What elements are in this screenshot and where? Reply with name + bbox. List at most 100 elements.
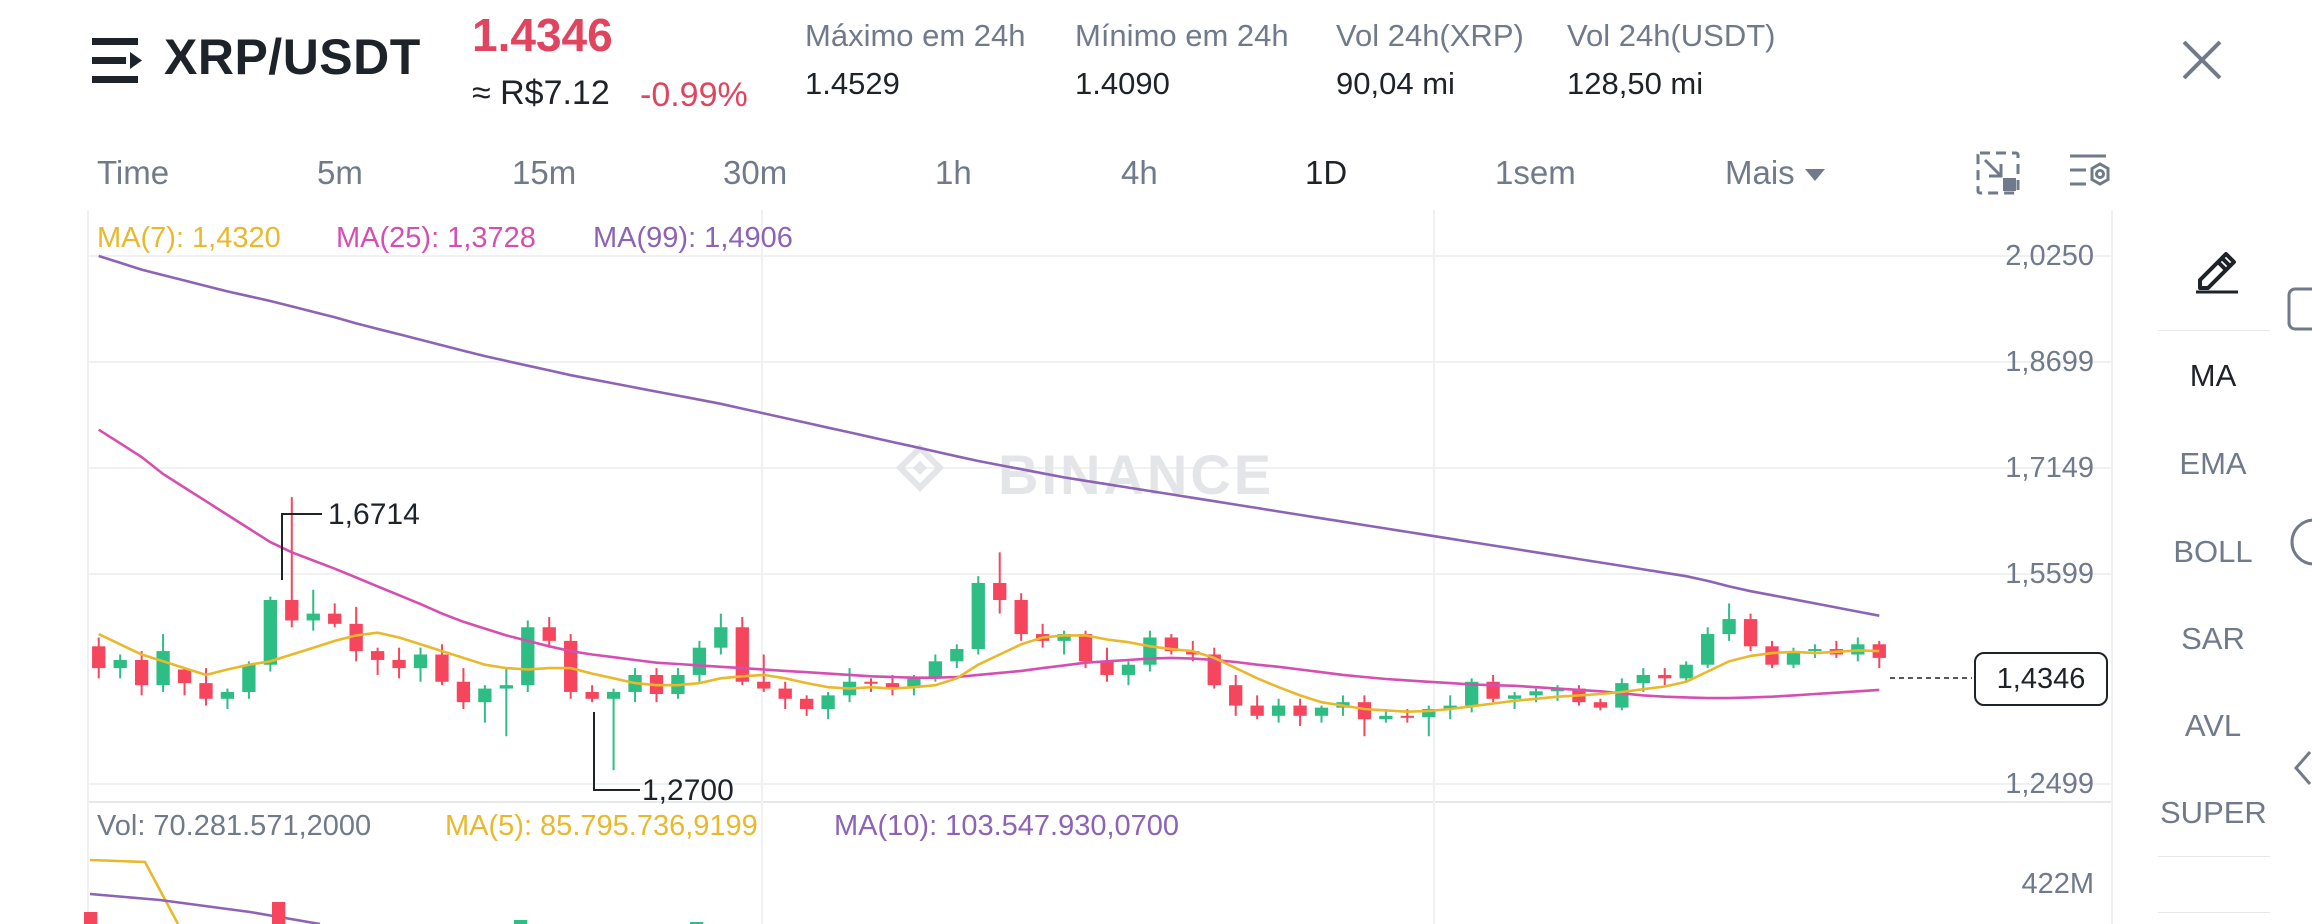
low-annotation: 1,2700 bbox=[642, 774, 734, 807]
candle-up bbox=[220, 691, 235, 699]
candle-down bbox=[1014, 600, 1028, 635]
high-annotation-line bbox=[281, 513, 322, 580]
candle-down bbox=[1100, 661, 1114, 675]
candle-down bbox=[1658, 674, 1672, 679]
candle-up bbox=[478, 688, 492, 703]
candle-down bbox=[285, 600, 299, 621]
y-axis-label: 2,0250 bbox=[2005, 240, 2094, 272]
stat-low-value: 1.4090 bbox=[1075, 66, 1170, 101]
indicator-sar[interactable]: SAR bbox=[2181, 621, 2245, 656]
indicator-super[interactable]: SUPER bbox=[2160, 795, 2267, 830]
candle-up bbox=[692, 647, 707, 675]
candle-up bbox=[1271, 705, 1286, 716]
candle-up bbox=[1550, 688, 1565, 692]
candle-up bbox=[1615, 683, 1629, 708]
candle-down bbox=[134, 659, 149, 686]
candle-up bbox=[1636, 674, 1650, 684]
circle-icon[interactable] bbox=[2286, 516, 2312, 568]
candle-down bbox=[1078, 634, 1093, 662]
candle-up bbox=[1057, 634, 1071, 641]
fullscreen-exit-icon[interactable] bbox=[1975, 150, 2021, 196]
chart-settings-icon[interactable] bbox=[2068, 150, 2114, 196]
y-axis-label: 1,7149 bbox=[2005, 452, 2094, 484]
candle-down bbox=[542, 627, 556, 641]
low-annotation-line bbox=[593, 712, 640, 791]
candle-down bbox=[1250, 705, 1264, 716]
volume-bar bbox=[84, 912, 98, 924]
ma7-line bbox=[98, 631, 1880, 714]
timeframe-1h[interactable]: 1h bbox=[935, 154, 972, 191]
candle-up bbox=[606, 691, 621, 699]
indicator-ma[interactable]: MA bbox=[2189, 358, 2237, 393]
stat-high-value: 1.4529 bbox=[805, 66, 900, 101]
candle-down bbox=[993, 582, 1007, 601]
stat-vol-base-value: 90,04 mi bbox=[1336, 66, 1455, 101]
indicator-avl[interactable]: AVL bbox=[2184, 708, 2242, 743]
indicator-divider bbox=[2158, 912, 2270, 913]
candle-up bbox=[1701, 634, 1715, 665]
timeframe-time[interactable]: Time bbox=[97, 154, 170, 191]
last-price-tag: 1,4346 bbox=[1974, 652, 2108, 706]
candle-up bbox=[1443, 705, 1457, 709]
ma25-legend: MA(25): 1,3728 bbox=[336, 222, 536, 254]
candle-up bbox=[499, 685, 513, 689]
candle-up bbox=[1679, 664, 1693, 679]
candle-down bbox=[1186, 651, 1200, 655]
square-icon[interactable] bbox=[2286, 286, 2312, 336]
y-axis-label: 1,2499 bbox=[2005, 768, 2094, 800]
timeframe-5m[interactable]: 5m bbox=[317, 154, 363, 191]
candle-up bbox=[156, 651, 170, 686]
timeframe-1sem[interactable]: 1sem bbox=[1495, 154, 1576, 191]
candle-up bbox=[1379, 715, 1393, 720]
candle-down bbox=[757, 681, 771, 689]
candle-up bbox=[1786, 651, 1801, 665]
candle-down bbox=[92, 646, 106, 669]
candle-down bbox=[864, 681, 878, 684]
candle-up bbox=[413, 654, 428, 669]
candle-down bbox=[1357, 702, 1372, 720]
timeframe-1d[interactable]: 1D bbox=[1305, 154, 1348, 191]
timeframe-4h[interactable]: 4h bbox=[1121, 154, 1158, 191]
timeframe-more-dropdown[interactable]: Mais bbox=[1725, 154, 1825, 192]
ma99-legend: MA(99): 1,4906 bbox=[593, 222, 793, 254]
timeframe-30m[interactable]: 30m bbox=[723, 154, 788, 191]
candle-down bbox=[349, 623, 363, 652]
chevron-left-icon[interactable] bbox=[2292, 748, 2312, 788]
candle-down bbox=[1229, 685, 1243, 706]
volume-subchart bbox=[84, 858, 704, 924]
candle-up bbox=[1722, 619, 1736, 635]
menu-icon[interactable] bbox=[92, 38, 142, 84]
timeframe-15m[interactable]: 15m bbox=[512, 154, 577, 191]
high-annotation: 1,6714 bbox=[328, 498, 420, 531]
volume-bar bbox=[690, 922, 704, 924]
volume-ma5-legend: MA(5): 85.795.736,9199 bbox=[445, 810, 758, 842]
pencil-icon[interactable] bbox=[2192, 244, 2242, 294]
candle-down bbox=[735, 627, 749, 682]
binance-watermark: BINANCE bbox=[895, 443, 1271, 506]
y-axis-label: 1,8699 bbox=[2005, 346, 2094, 378]
candle-down bbox=[1765, 646, 1779, 665]
ma7-legend: MA(7): 1,4320 bbox=[97, 222, 281, 254]
candle-down bbox=[885, 683, 900, 688]
chart-grid bbox=[87, 210, 2113, 924]
candle-up bbox=[242, 664, 256, 692]
ma-lines bbox=[98, 254, 1880, 714]
indicator-ema[interactable]: EMA bbox=[2179, 446, 2247, 481]
candle-down bbox=[1743, 619, 1758, 647]
indicator-boll[interactable]: BOLL bbox=[2173, 534, 2253, 569]
candle-up bbox=[1143, 637, 1157, 665]
candle-up bbox=[1422, 708, 1436, 718]
candle-up bbox=[950, 649, 964, 662]
candle-down bbox=[800, 698, 814, 709]
candle-down bbox=[456, 681, 471, 703]
candle-up bbox=[306, 613, 320, 621]
candle-down bbox=[370, 651, 385, 660]
stat-high-label: Máximo em 24h bbox=[805, 18, 1026, 53]
candle-up bbox=[714, 627, 728, 648]
candle-up bbox=[971, 582, 985, 650]
stat-low-label: Mínimo em 24h bbox=[1075, 18, 1289, 53]
ma25-line bbox=[98, 428, 1880, 700]
trading-pair-title[interactable]: XRP/USDT bbox=[164, 29, 421, 85]
close-icon[interactable] bbox=[2178, 36, 2226, 84]
